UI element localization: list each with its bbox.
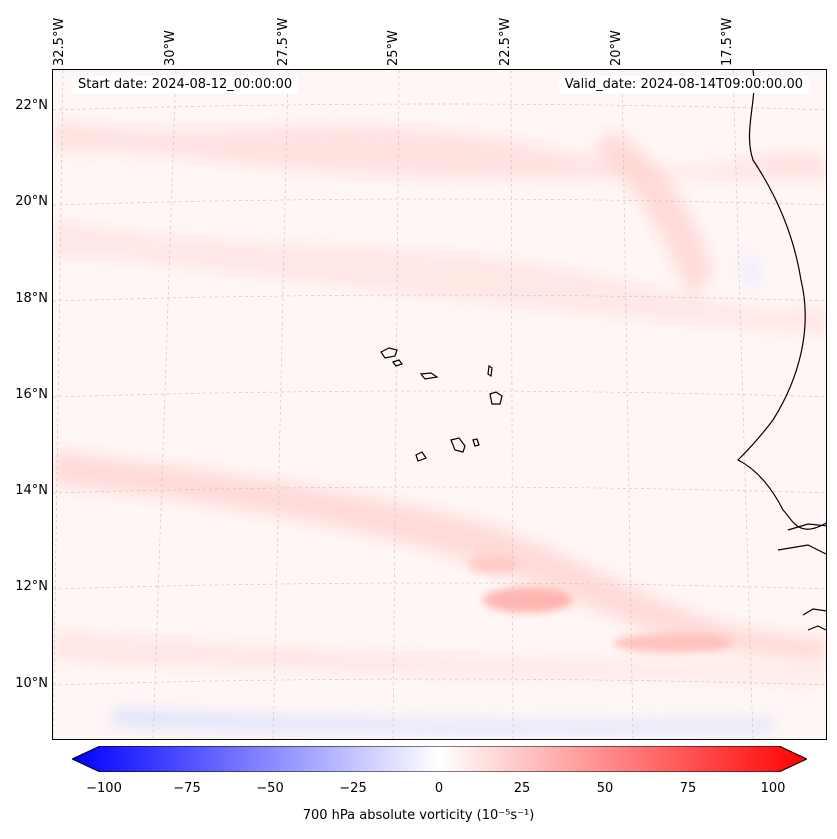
lat-label-20n: 20°N	[15, 194, 48, 209]
valid-date-label: Valid_date: 2024-08-14T09:00:00.00	[558, 76, 809, 93]
colorbar-tick-0: 0	[434, 781, 444, 796]
graticule	[53, 70, 826, 739]
colorbar-tick-25: 25	[513, 781, 531, 796]
vorticity-shading	[53, 120, 826, 733]
start-date-label: Start date: 2024-08-12_00:00:00	[72, 76, 299, 93]
lat-label-18n: 18°N	[15, 291, 48, 306]
lon-label-25w: 25°W	[386, 30, 401, 66]
lat-label-10n: 10°N	[15, 676, 48, 691]
lon-label-17-5w: 17.5°W	[720, 17, 735, 66]
vorticity-map	[52, 69, 827, 740]
lon-label-30w: 30°W	[163, 30, 178, 66]
colorbar-label: 700 hPa absolute vorticity (10⁻⁵s⁻¹)	[302, 808, 535, 823]
lon-label-27-5w: 27.5°W	[276, 17, 291, 66]
lat-label-22n: 22°N	[15, 98, 48, 113]
lon-label-32-5w: 32.5°W	[52, 17, 67, 66]
colorbar	[72, 746, 807, 772]
lat-label-12n: 12°N	[15, 579, 48, 594]
colorbar-tick-50: 50	[596, 781, 614, 796]
vorticity-max	[468, 556, 733, 653]
coastline	[380, 70, 826, 631]
lat-label-16n: 16°N	[15, 387, 48, 402]
colorbar-tick-neg50: −50	[256, 781, 284, 796]
colorbar-tick-neg75: −75	[173, 781, 201, 796]
lon-label-20w: 20°W	[609, 30, 624, 66]
lat-label-14n: 14°N	[15, 483, 48, 498]
vorticity-field	[53, 70, 826, 739]
lon-label-22-5w: 22.5°W	[498, 17, 513, 66]
colorbar-tick-neg100: −100	[86, 781, 122, 796]
colorbar-tick-75: 75	[679, 781, 697, 796]
colorbar-tick-100: 100	[760, 781, 786, 796]
colorbar-tick-neg25: −25	[339, 781, 367, 796]
